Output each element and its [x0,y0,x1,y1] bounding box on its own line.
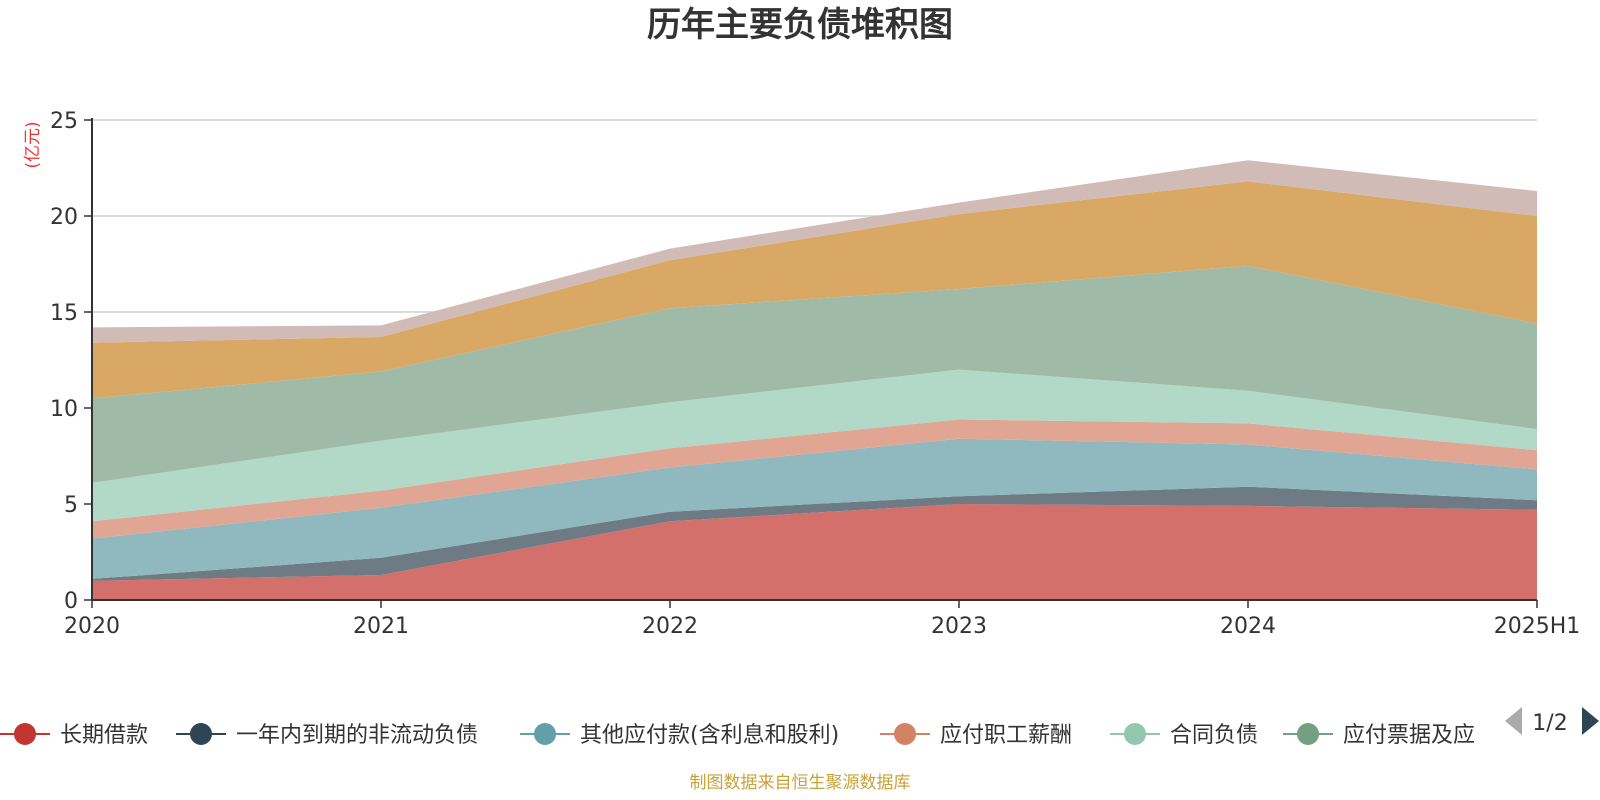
x-tick-label: 2022 [642,614,698,639]
legend-marker-icon [534,723,556,745]
legend-marker-icon [14,723,36,745]
legend-item[interactable]: 应付票据及应 [1283,723,1475,748]
x-tick-label: 2024 [1220,614,1276,639]
legend-pager: 1/2 [1505,707,1599,736]
y-tick-label: 25 [50,109,78,134]
legend-label: 合同负债 [1170,723,1258,748]
series-area-1 [92,486,1537,581]
legend: 长期借款 一年内到期的非流动负债 其他应付款(含利息和股利) 应付职工薪酬 合同负债 应付… [0,723,1475,748]
chart-title: 历年主要负债堆积图 [647,5,953,45]
legend-item[interactable]: 长期借款 [0,723,148,748]
data-source-note: 制图数据来自恒生聚源数据库 [690,773,911,793]
legend-label: 应付票据及应 [1343,723,1475,748]
y-axis-unit: (亿元) [23,121,43,168]
prev-page-icon[interactable] [1505,707,1522,735]
x-tick-label: 2025H1 [1494,614,1581,639]
legend-marker-icon [1297,723,1319,745]
series-area-0 [92,504,1537,600]
legend-item[interactable]: 一年内到期的非流动负债 [176,723,478,748]
legend-page-indicator: 1/2 [1532,711,1567,736]
series-areas [92,160,1537,600]
legend-label: 长期借款 [60,723,148,748]
series-area-6 [92,181,1537,399]
x-tick-label: 2023 [931,614,987,639]
series-area-3 [92,419,1537,539]
y-tick-label: 0 [64,589,78,614]
axes: 0 5 10 15 20 25 2020 2021 2022 2023 2024 2025H1 [50,109,1580,639]
x-tick-label: 2020 [64,614,120,639]
legend-item[interactable]: 应付职工薪酬 [880,723,1072,748]
y-tick-label: 20 [50,205,78,230]
legend-label: 应付职工薪酬 [940,723,1072,748]
legend-item[interactable]: 其他应付款(含利息和股利) [520,723,839,748]
series-area-2 [92,438,1537,579]
y-tick-label: 5 [64,493,78,518]
series-area-4 [92,369,1537,522]
legend-item[interactable]: 合同负债 [1110,723,1258,748]
legend-label: 一年内到期的非流动负债 [236,723,478,748]
y-tick-label: 10 [50,397,78,422]
x-tick-label: 2021 [353,614,409,639]
next-page-icon[interactable] [1582,707,1599,735]
series-area-7 [92,160,1537,343]
legend-marker-icon [894,723,916,745]
legend-label: 其他应付款(含利息和股利) [580,723,839,748]
legend-marker-icon [1124,723,1146,745]
legend-marker-icon [190,723,212,745]
series-area-5 [92,265,1537,483]
y-tick-label: 15 [50,301,78,326]
